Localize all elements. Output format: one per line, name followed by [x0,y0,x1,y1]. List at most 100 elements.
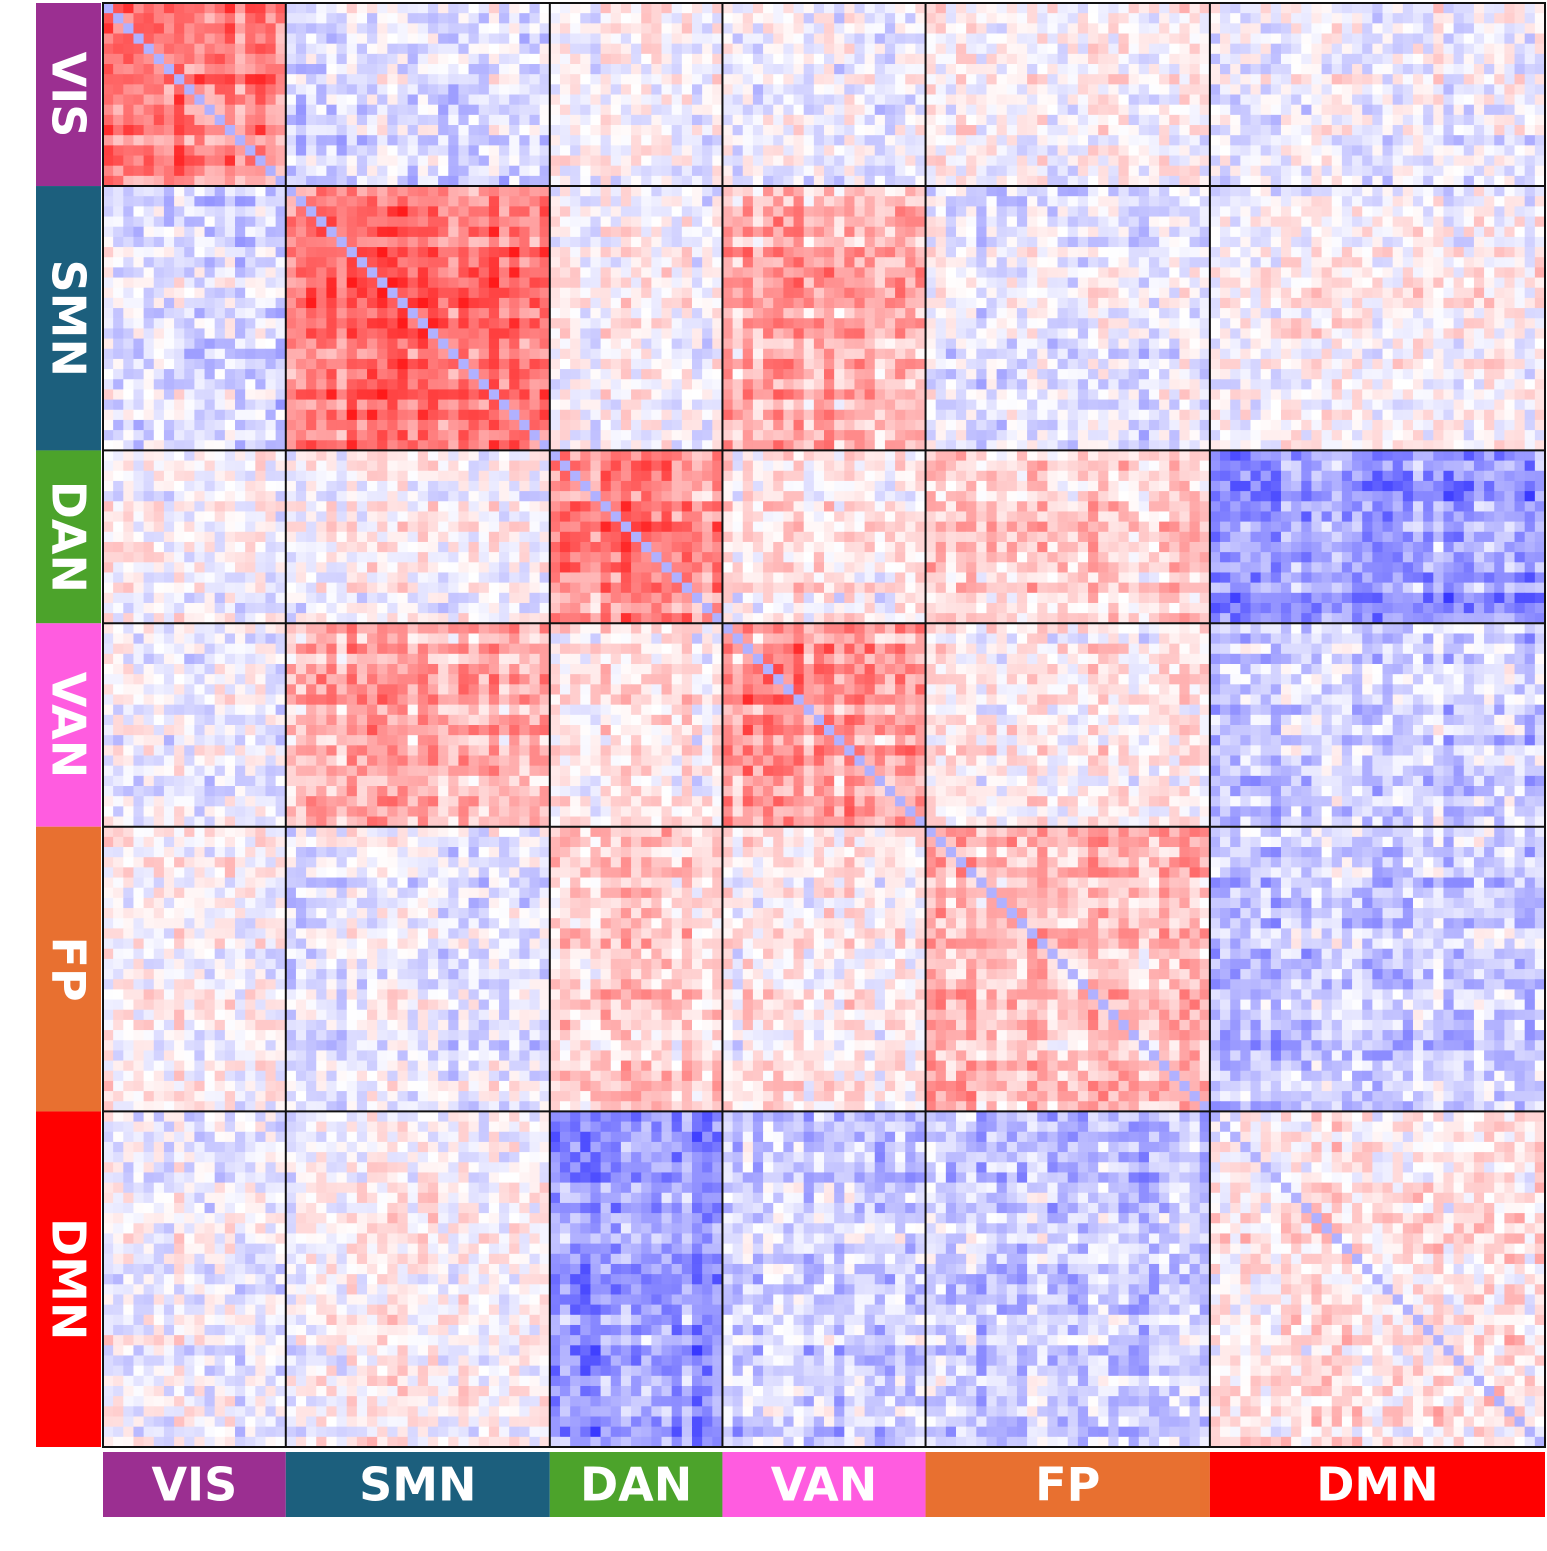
heatmap-cell [529,104,541,116]
heatmap-cell [824,328,835,340]
heatmap-cell [712,23,724,35]
heatmap-cell [742,216,754,228]
heatmap-cell [1504,338,1516,350]
heatmap-cell [367,206,378,218]
heatmap-cell [1382,53,1394,65]
heatmap-cell [590,206,602,218]
heatmap-cell [519,3,531,14]
heatmap-cell [631,64,642,75]
heatmap-cell [925,216,937,228]
heatmap-cell [1270,338,1282,350]
heatmap-cell [844,206,856,218]
heatmap-cell [529,277,541,289]
heatmap-cell [580,3,592,14]
heatmap-cell [1128,145,1140,157]
heatmap-cell [153,267,165,279]
heatmap-cell [1402,216,1414,228]
heatmap-cell [407,145,419,157]
heatmap-cell [1362,267,1373,279]
heatmap-cell [783,3,795,14]
heatmap-cell [884,226,896,238]
heatmap-cell [214,257,226,268]
heatmap-cell [458,94,470,106]
heatmap-cell [285,206,297,218]
heatmap-cell [1402,318,1414,330]
heatmap-cell [793,297,805,309]
heatmap-cell [397,125,409,136]
heatmap-cell [367,308,378,319]
heatmap-cell [580,145,592,157]
heatmap-cell [834,328,845,340]
heatmap-cell [1220,308,1231,319]
heatmap-cell [133,318,145,330]
heatmap-cell [326,196,338,207]
heatmap-cell [773,186,784,197]
heatmap-cell [1250,74,1262,85]
heatmap-cell [448,247,460,258]
heatmap-cell [123,94,135,106]
heatmap-cell [1311,114,1323,126]
heatmap-cell [1392,318,1404,330]
heatmap-cell [1057,206,1069,218]
heatmap-cell [783,74,795,85]
heatmap-cell [864,33,876,45]
heatmap-cell [1240,64,1252,75]
heatmap-cell [427,236,439,248]
heatmap-cell [1128,53,1140,65]
heatmap-cell [113,13,124,24]
heatmap-cell [1514,338,1526,350]
heatmap-cell [336,74,348,85]
heatmap-cell [559,236,571,248]
heatmap-cell [1270,175,1282,187]
heatmap-cell [1108,186,1120,197]
heatmap-cell [1463,165,1475,177]
heatmap-cell [1362,216,1373,228]
heatmap-cell [864,318,876,330]
heatmap-cell [499,53,510,65]
heatmap-cell [143,257,155,268]
heatmap-cell [1006,226,1018,238]
heatmap-cell [590,338,602,350]
heatmap-cell [834,348,845,360]
heatmap-cell [367,145,378,157]
heatmap-cell [174,165,185,177]
heatmap-cell [468,318,480,330]
heatmap-cell [265,3,277,14]
heatmap-cell [397,33,409,45]
heatmap-cell [326,338,338,350]
heatmap-cell [1220,247,1231,258]
heatmap-cell [1423,328,1434,340]
heatmap-cell [427,247,439,258]
heatmap-cell [1372,216,1384,228]
heatmap-cell [224,104,236,116]
heatmap-cell [641,23,652,35]
heatmap-cell [1524,13,1536,24]
heatmap-cell [499,257,510,268]
heatmap-cell [1301,84,1313,96]
heatmap-cell [620,257,632,268]
heatmap-cell [1067,104,1079,116]
heatmap-cell [1372,43,1384,55]
heatmap-cell [1209,267,1221,279]
heatmap-cell [407,114,419,126]
heatmap-cell [184,33,195,45]
heatmap-cell [1372,74,1384,85]
heatmap-cell [620,196,632,207]
heatmap-cell [133,175,145,187]
heatmap-cell [468,216,480,228]
heatmap-cell [1067,84,1079,96]
heatmap-cell [438,104,449,116]
heatmap-cell [1006,165,1018,177]
heatmap-cell [1138,23,1150,35]
heatmap-cell [306,64,317,75]
heatmap-cell [1169,155,1181,167]
heatmap-cell [722,33,734,45]
heatmap-cell [956,114,967,126]
heatmap-cell [1209,277,1221,289]
heatmap-cell [1250,43,1262,55]
heatmap-cell [326,145,338,157]
heatmap-cell [235,308,246,319]
heatmap-cell [1372,338,1384,350]
heatmap-cell [844,216,856,228]
heatmap-cell [1453,348,1465,360]
